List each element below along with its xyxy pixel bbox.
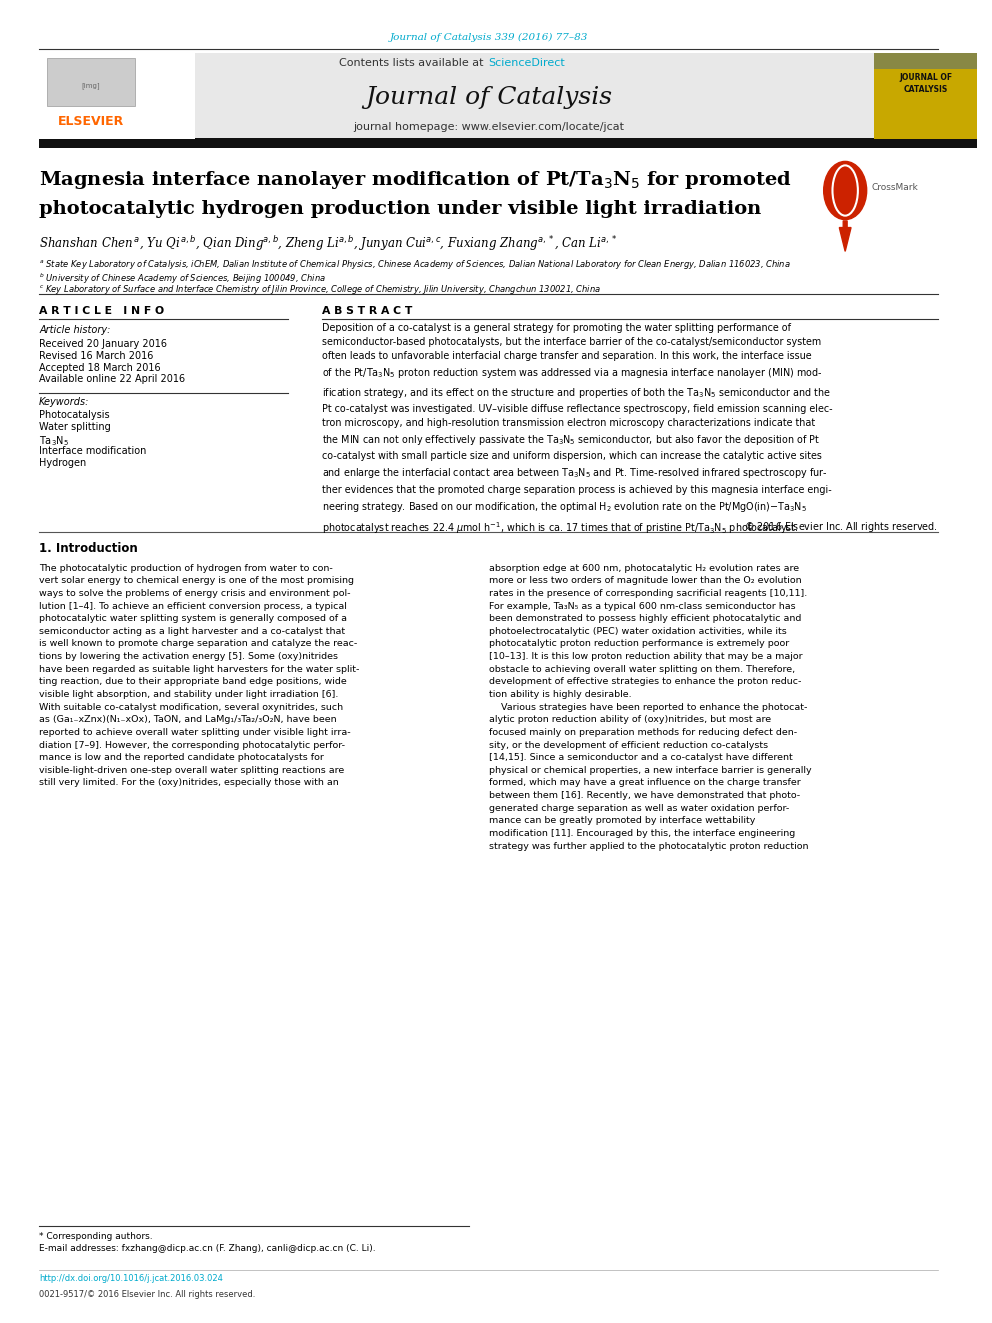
Text: Magnesia interface nanolayer modification of Pt/Ta$_3$N$_5$ for promoted: Magnesia interface nanolayer modificatio… xyxy=(39,169,792,192)
Bar xyxy=(39,53,195,139)
Bar xyxy=(47,58,135,106)
Text: Keywords:: Keywords: xyxy=(39,397,89,407)
Text: Revised 16 March 2016: Revised 16 March 2016 xyxy=(39,351,154,361)
Text: absorption edge at 600 nm, photocatalytic H₂ evolution rates are
more or less tw: absorption edge at 600 nm, photocatalyti… xyxy=(488,564,811,851)
Text: journal homepage: www.elsevier.com/locate/jcat: journal homepage: www.elsevier.com/locat… xyxy=(353,122,624,132)
Text: E-mail addresses: fxzhang@dicp.ac.cn (F. Zhang), canli@dicp.ac.cn (C. Li).: E-mail addresses: fxzhang@dicp.ac.cn (F.… xyxy=(39,1244,376,1253)
Text: $^a$ State Key Laboratory of Catalysis, iChEM, Dalian Institute of Chemical Phys: $^a$ State Key Laboratory of Catalysis, … xyxy=(39,258,791,271)
Text: Received 20 January 2016: Received 20 January 2016 xyxy=(39,339,167,349)
Text: Water splitting: Water splitting xyxy=(39,422,111,433)
Text: Ta$_3$N$_5$: Ta$_3$N$_5$ xyxy=(39,434,68,447)
Bar xyxy=(39,53,875,139)
Text: Shanshan Chen$^{\,a}$, Yu Qi$^{\,a,b}$, Qian Ding$^{a,b}$, Zheng Li$^{a,b}$, Jun: Shanshan Chen$^{\,a}$, Yu Qi$^{\,a,b}$, … xyxy=(39,234,618,253)
Text: 1. Introduction: 1. Introduction xyxy=(39,542,138,556)
Text: $\copyright$ 2016 Elsevier Inc. All rights reserved.: $\copyright$ 2016 Elsevier Inc. All righ… xyxy=(744,520,938,534)
Text: ELSEVIER: ELSEVIER xyxy=(58,115,124,128)
Text: The photocatalytic production of hydrogen from water to con-
vert solar energy t: The photocatalytic production of hydroge… xyxy=(39,564,359,787)
Text: $^c$ Key Laboratory of Surface and Interface Chemistry of Jilin Province, Colleg: $^c$ Key Laboratory of Surface and Inter… xyxy=(39,283,601,296)
Text: JOURNAL OF
CATALYSIS: JOURNAL OF CATALYSIS xyxy=(899,73,952,94)
Bar xyxy=(39,138,977,148)
Text: Article history:: Article history: xyxy=(39,325,110,336)
Text: A R T I C L E   I N F O: A R T I C L E I N F O xyxy=(39,306,165,316)
Text: 0021-9517/© 2016 Elsevier Inc. All rights reserved.: 0021-9517/© 2016 Elsevier Inc. All right… xyxy=(39,1290,256,1299)
Text: CrossMark: CrossMark xyxy=(872,184,919,192)
Text: Accepted 18 March 2016: Accepted 18 March 2016 xyxy=(39,363,161,373)
Text: Contents lists available at: Contents lists available at xyxy=(338,58,487,69)
Text: ScienceDirect: ScienceDirect xyxy=(488,58,565,69)
FancyArrow shape xyxy=(839,221,851,251)
Text: photocatalytic hydrogen production under visible light irradiation: photocatalytic hydrogen production under… xyxy=(39,200,761,218)
Text: [img]: [img] xyxy=(81,82,100,89)
Text: Interface modification: Interface modification xyxy=(39,446,147,456)
Bar xyxy=(875,53,977,139)
Text: Journal of Catalysis: Journal of Catalysis xyxy=(365,86,612,108)
Text: A B S T R A C T: A B S T R A C T xyxy=(322,306,413,316)
Text: http://dx.doi.org/10.1016/j.jcat.2016.03.024: http://dx.doi.org/10.1016/j.jcat.2016.03… xyxy=(39,1274,223,1283)
Text: Available online 22 April 2016: Available online 22 April 2016 xyxy=(39,374,186,385)
Text: Photocatalysis: Photocatalysis xyxy=(39,410,110,421)
Bar xyxy=(875,53,977,69)
Text: * Corresponding authors.: * Corresponding authors. xyxy=(39,1232,153,1241)
Text: Hydrogen: Hydrogen xyxy=(39,458,86,468)
Text: Deposition of a co-catalyst is a general strategy for promoting the water splitt: Deposition of a co-catalyst is a general… xyxy=(322,323,833,536)
Text: Journal of Catalysis 339 (2016) 77–83: Journal of Catalysis 339 (2016) 77–83 xyxy=(389,33,587,42)
Text: $^b$ University of Chinese Academy of Sciences, Beijing 100049, China: $^b$ University of Chinese Academy of Sc… xyxy=(39,271,326,286)
Circle shape xyxy=(823,161,867,220)
